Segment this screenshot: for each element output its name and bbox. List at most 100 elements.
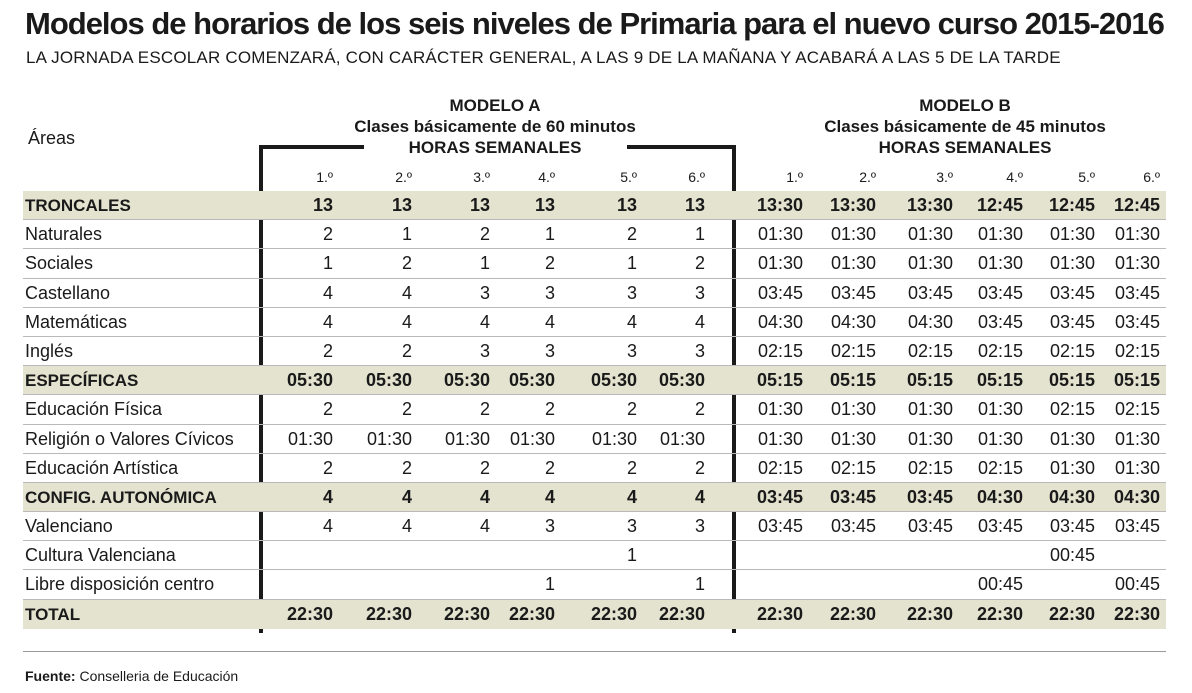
model-b-cell: 13:30	[756, 195, 803, 215]
model-b-description: Clases básicamente de 45 minutos	[824, 117, 1106, 136]
model-a-cell: 2	[544, 253, 555, 274]
model-b-cell: 03:45	[907, 282, 953, 303]
row-label: ESPECÍFICAS	[25, 371, 139, 391]
model-b-cell: 03:45	[1049, 311, 1095, 332]
model-a-cell: 05:30	[286, 370, 333, 391]
level-header-a-6: 6.º	[688, 169, 705, 185]
model-a-cell: 01:30	[509, 428, 555, 449]
model-a-cell: 01:30	[444, 428, 490, 449]
model-a-cell: 2	[322, 224, 333, 245]
model-a-bracket-top-right	[627, 145, 736, 149]
level-header-a-3: 3.º	[473, 169, 490, 185]
model-b-cell: 03:45	[1114, 311, 1160, 332]
model-b-cell: 13:30	[829, 195, 876, 215]
model-a-cell: 13	[391, 195, 412, 215]
model-b-cell: 03:45	[830, 282, 876, 303]
model-a-cell: 05:30	[508, 370, 555, 391]
level-header-a-4: 4.º	[538, 169, 555, 185]
model-b-cell: 01:30	[830, 224, 876, 245]
model-a-cell: 2	[626, 399, 637, 420]
model-a-cell: 2	[694, 457, 705, 478]
model-b-cell: 01:30	[907, 399, 953, 420]
model-a-cell: 01:30	[287, 428, 333, 449]
row-label: Matemáticas	[25, 311, 128, 332]
model-a-cell: 1	[322, 253, 333, 274]
model-b-cell: 13:30	[906, 195, 953, 215]
model-a-cell: 13	[469, 195, 490, 215]
model-a-cell: 05:30	[590, 370, 637, 391]
model-b-cell: 01:30	[977, 224, 1023, 245]
model-a-cell: 22:30	[590, 603, 637, 624]
model-a-cell: 1	[544, 574, 555, 595]
model-a-cell: 4	[626, 486, 637, 507]
model-b-cell: 03:45	[1049, 516, 1095, 537]
category-row: CONFIG. AUTONÓMICA 4 4 4 4 4 4 03:45 03:45 03:45 0…	[23, 482, 1166, 513]
row-label: TRONCALES	[25, 196, 131, 215]
table-row: Cultura Valenciana 1 00:45	[23, 541, 1166, 571]
level-header-b-6: 6.º	[1143, 169, 1160, 185]
model-b-cell: 00:45	[1114, 574, 1160, 595]
level-header-a-2: 2.º	[395, 169, 412, 185]
model-a-cell: 4	[479, 516, 490, 537]
model-b-cell: 03:45	[977, 282, 1023, 303]
model-a-cell: 1	[626, 545, 637, 566]
table-row: Educación Artística 2 2 2 2 2 2 02:15 02:15 02:15…	[23, 454, 1166, 483]
model-b-cell: 01:30	[1049, 224, 1095, 245]
model-a-cell: 2	[544, 399, 555, 420]
page-subtitle: LA JORNADA ESCOLAR COMENZARÁ, CON CARÁCT…	[26, 48, 1061, 67]
model-a-cell: 3	[544, 282, 555, 303]
model-b-cell: 22:30	[1113, 603, 1160, 624]
schedule-table: TRONCALES 13 13 13 13 13 13 13:30 13:30 13:30 12:4…	[23, 191, 1166, 629]
model-b-cell: 01:30	[1049, 428, 1095, 449]
model-b-cell: 22:30	[906, 603, 953, 624]
model-a-cell: 1	[401, 224, 412, 245]
model-a-cell: 4	[401, 282, 412, 303]
model-a-units: HORAS SEMANALES	[408, 138, 582, 157]
model-b-cell: 02:15	[907, 457, 953, 478]
model-b-cell: 02:15	[757, 340, 803, 361]
model-a-cell: 4	[479, 311, 490, 332]
model-a-cell: 3	[694, 282, 705, 303]
level-header-a-5: 5.º	[620, 169, 637, 185]
model-a-cell: 01:30	[366, 428, 412, 449]
row-label: Educación Artística	[25, 457, 179, 478]
model-b-cell: 01:30	[1114, 428, 1160, 449]
model-a-cell: 2	[626, 224, 637, 245]
table-row: Naturales 2 1 2 1 2 1 01:30 01:30 01:30 01:30 01:30…	[23, 220, 1166, 250]
model-b-cell: 04:30	[1048, 486, 1095, 507]
table-row: Inglés 2 2 3 3 3 3 02:15 02:15 02:15 02:15 02:15 02:…	[23, 337, 1166, 367]
model-b-cell: 01:30	[1114, 224, 1160, 245]
model-b-cell: 05:15	[906, 370, 953, 391]
model-b-cell: 05:15	[1113, 370, 1160, 391]
model-b-cell: 01:30	[757, 253, 803, 274]
model-b-cell: 02:15	[1114, 340, 1160, 361]
model-a-cell: 13	[312, 195, 333, 215]
model-b-cell: 03:45	[756, 486, 803, 507]
model-b-cell: 02:15	[1114, 399, 1160, 420]
table-row: Castellano 4 4 3 3 3 3 03:45 03:45 03:45 03:45 03:4…	[23, 279, 1166, 308]
source-note: Fuente: Conselleria de Educación	[25, 668, 238, 684]
model-a-cell: 3	[626, 516, 637, 537]
model-b-cell: 01:30	[907, 224, 953, 245]
model-a-cell: 2	[322, 340, 333, 361]
model-a-description: Clases básicamente de 60 minutos	[354, 117, 636, 136]
table-row: Educación Física 2 2 2 2 2 2 01:30 01:30 01:30 01:…	[23, 395, 1166, 425]
model-b-cell: 01:30	[830, 428, 876, 449]
model-a-cell: 1	[694, 574, 705, 595]
model-b-cell: 12:45	[976, 195, 1023, 215]
model-b-cell: 01:30	[977, 399, 1023, 420]
model-b-cell: 22:30	[1048, 603, 1095, 624]
model-b-cell: 04:30	[757, 311, 803, 332]
model-a-cell: 4	[544, 311, 555, 332]
row-label: Libre disposición centro	[25, 574, 215, 595]
model-b-cell: 01:30	[757, 428, 803, 449]
model-a-cell: 2	[322, 399, 333, 420]
model-a-cell: 2	[401, 253, 412, 274]
model-a-cell: 3	[479, 340, 490, 361]
model-b-cell: 03:45	[830, 516, 876, 537]
model-a-cell: 3	[694, 516, 705, 537]
model-a-cell: 2	[479, 224, 490, 245]
footer-rule	[23, 651, 1166, 652]
model-a-cell: 4	[322, 486, 333, 507]
model-b-cell: 01:30	[977, 253, 1023, 274]
